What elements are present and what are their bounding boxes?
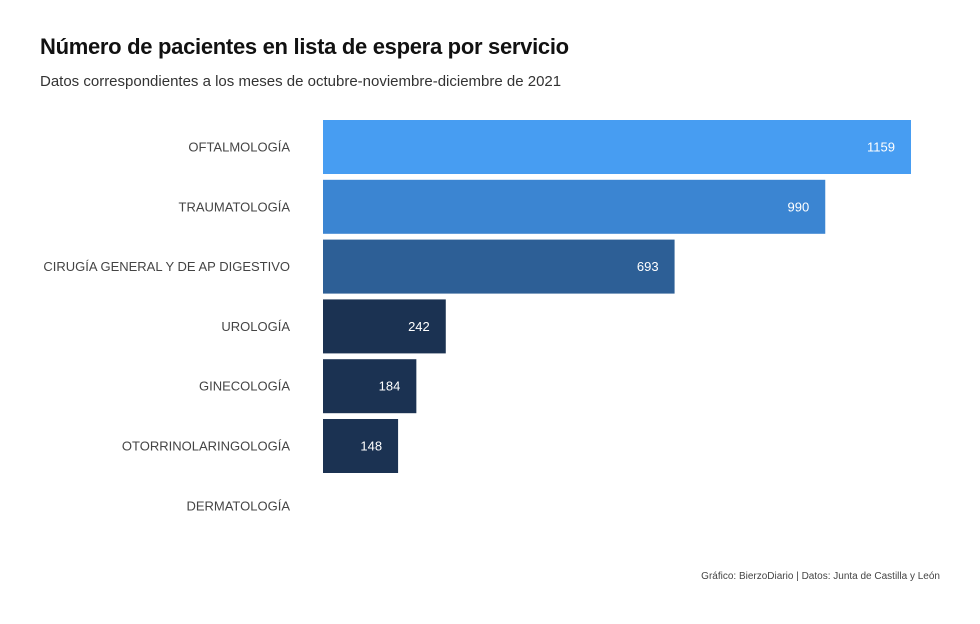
category-label-cirugia-general-y-de-ap-digestivo: CIRUGÍA GENERAL Y DE AP DIGESTIVO: [43, 259, 290, 274]
bar-otorrinolaringologia: [323, 419, 399, 473]
value-label-oftalmologia: 1159: [867, 140, 895, 155]
bar-traumatologia: [323, 179, 826, 234]
category-label-traumatologia: TRAUMATOLOGÍA: [179, 199, 291, 214]
category-label-urologia: UROLOGÍA: [221, 319, 290, 334]
chart-subtitle: Datos correspondientes a los meses de oc…: [40, 73, 562, 90]
value-label-ginecologia: 184: [379, 379, 401, 394]
bar-urologia: [323, 299, 446, 354]
category-label-otorrinolaringologia: OTORRINOLARINGOLOGÍA: [122, 439, 290, 454]
chart-credit: Gráfico: BierzoDiario | Datos: Junta de …: [701, 571, 940, 582]
category-label-ginecologia: GINECOLOGÍA: [199, 379, 290, 394]
value-label-otorrinolaringologia: 148: [360, 439, 382, 454]
category-label-oftalmologia: OFTALMOLOGÍA: [188, 140, 290, 155]
value-label-cirugia-general-y-de-ap-digestivo: 693: [637, 259, 659, 274]
chart-title: Número de pacientes en lista de espera p…: [40, 34, 569, 59]
bar-ginecologia: [323, 359, 417, 414]
category-label-dermatologia: DERMATOLOGÍA: [186, 498, 290, 513]
value-label-traumatologia: 990: [788, 199, 810, 214]
bar-oftalmologia: [323, 120, 911, 174]
bar-cirugia-general-y-de-ap-digestivo: [323, 239, 675, 294]
value-label-urologia: 242: [408, 319, 430, 334]
